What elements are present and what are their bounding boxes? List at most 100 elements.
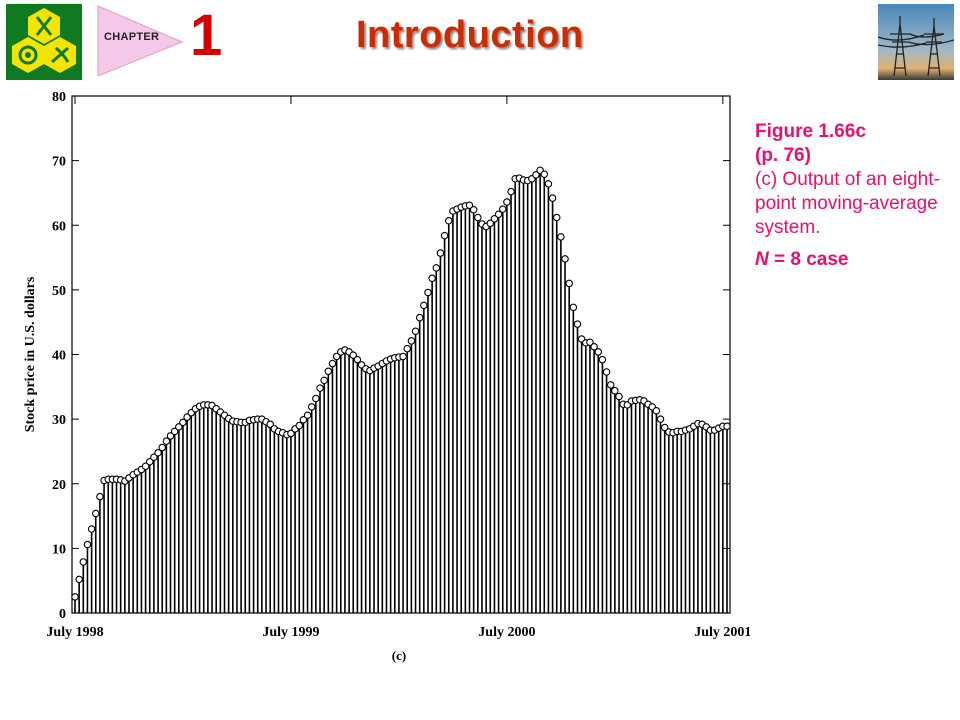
data-point [660,423,669,432]
data-point [656,415,665,423]
y-tick-label: 50 [52,284,66,299]
data-point [652,406,661,415]
data-point [548,194,557,202]
y-tick-label: 10 [52,542,66,557]
data-point [307,403,316,411]
data-point [602,368,611,376]
data-point [411,327,420,335]
data-point [146,458,154,466]
figure-description: (c) Output of an eight-point moving-aver… [755,169,940,238]
data-point [175,423,183,431]
data-point [557,233,565,241]
data-point [432,264,441,272]
data-point [540,170,549,178]
data-point [424,288,432,297]
data-point [75,575,83,584]
data-point [561,255,569,263]
data-point [150,453,158,462]
data-point [723,422,731,430]
data-point [420,301,428,310]
y-tick-label: 30 [52,413,66,428]
x-tick-label: July 2001 [694,625,750,640]
data-point [552,213,561,222]
data-point [436,249,445,257]
data-point [590,342,598,351]
y-tick-label: 70 [52,155,66,170]
data-point [503,198,511,206]
data-point [490,215,499,223]
data-point [573,320,582,328]
data-point [71,593,79,601]
data-point [162,437,171,445]
data-point [611,386,619,395]
data-point [428,274,436,282]
x-tick-label: July 2000 [478,625,535,640]
data-point [565,279,573,288]
data-point [598,355,607,364]
data-point [586,338,594,346]
data-point [494,210,503,219]
data-point [465,201,474,209]
case-note-text: = 8 case [768,249,849,270]
data-point [498,205,507,213]
data-point [312,394,320,403]
data-point [92,509,100,518]
data-point [96,492,104,501]
data-point [183,413,191,421]
data-point [166,432,175,440]
case-note-variable: N [755,249,769,270]
y-tick-label: 60 [52,219,66,234]
data-point [332,352,341,361]
y-tick-label: 40 [52,349,66,364]
data-point [569,303,578,312]
data-point [445,216,453,225]
data-point [594,348,603,356]
data-point [407,337,416,345]
data-point [415,313,424,322]
data-point [141,462,150,471]
data-point [316,384,324,392]
case-note: N = 8 case [755,248,955,272]
data-point [299,416,308,424]
y-axis-label: Stock price in U.S. dollars [23,276,38,432]
data-point [403,344,411,353]
page-reference: (p. 76) [755,145,811,166]
data-point [320,376,328,385]
data-point [158,443,166,452]
data-point [303,411,312,419]
data-point [615,392,623,401]
data-point [287,429,295,438]
chapter-flag-icon [97,5,184,76]
data-point [440,231,449,240]
power-lines-photo [878,4,954,80]
data-point [328,359,337,368]
data-point [349,351,357,359]
data-point [295,421,304,430]
moving-average-chart: 0 10 20 30 40 50 60 70 80 July 1998 July 1999 July … [23,90,750,663]
x-tick-label: July 1998 [46,625,103,640]
data-point [154,448,162,457]
figure-label: Figure 1.66c [755,121,866,142]
data-point [353,355,362,364]
data-point [179,418,187,427]
data-point [266,420,274,429]
data-point [532,171,540,179]
x-axis-label: (c) [392,648,406,663]
data-point [474,213,482,222]
y-tick-label: 20 [52,478,66,493]
figure-caption: Figure 1.66c (p. 76) (c) Output of an ei… [755,120,955,272]
chapter-number: 1 [190,3,223,68]
page-title: Introduction [356,14,584,56]
data-point [83,540,92,549]
chapter-label: CHAPTER [104,31,160,43]
data-point [324,367,333,376]
y-tick-label: 0 [59,607,66,622]
data-point [606,381,615,389]
data-point [544,180,553,188]
university-logo-icon [6,4,82,80]
data-point [87,525,96,533]
x-tick-label: July 1999 [262,625,319,640]
data-point [79,558,88,566]
y-tick-label: 80 [52,90,66,105]
data-point [486,219,495,228]
